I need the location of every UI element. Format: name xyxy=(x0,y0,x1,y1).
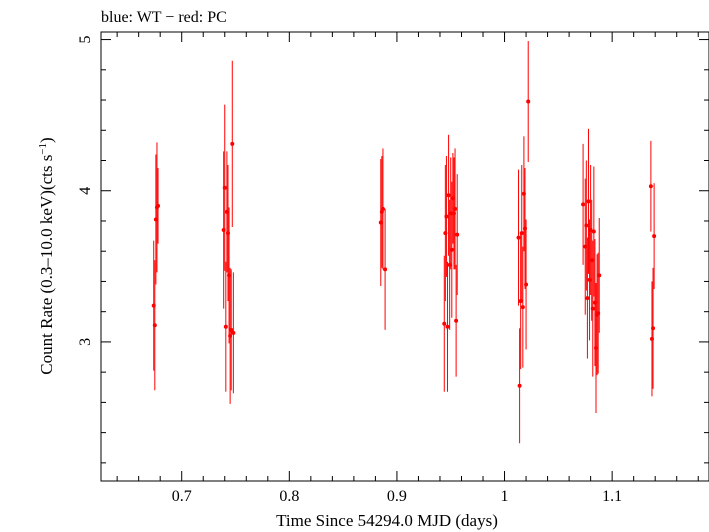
data-point xyxy=(519,165,524,302)
y-axis-label: Count Rate (0.3–10.0 keV)(cts s−1) xyxy=(37,137,56,374)
point-marker xyxy=(652,234,657,239)
point-marker xyxy=(449,247,454,252)
point-marker xyxy=(519,231,524,236)
data-point xyxy=(152,260,157,391)
chart-title: blue: WT − red: PC xyxy=(101,9,227,26)
point-marker xyxy=(453,206,458,211)
point-marker xyxy=(445,324,450,329)
point-marker xyxy=(223,324,228,329)
point-marker xyxy=(520,305,525,310)
x-tick-label: 1.1 xyxy=(602,488,622,505)
data-point xyxy=(455,174,460,296)
y-axis-label-superscript: −1 xyxy=(37,143,49,155)
y-tick-label: 5 xyxy=(77,36,94,44)
axis-ticks xyxy=(101,32,709,481)
y-tick-label: 4 xyxy=(77,187,94,195)
point-marker xyxy=(380,206,385,211)
data-points xyxy=(151,41,657,444)
data-point xyxy=(231,272,236,394)
data-point xyxy=(520,246,525,368)
point-marker xyxy=(586,199,591,204)
data-point xyxy=(229,269,234,391)
data-point xyxy=(526,41,531,163)
point-marker xyxy=(516,235,521,240)
point-marker xyxy=(446,193,451,198)
point-marker xyxy=(444,214,449,219)
data-point xyxy=(454,264,459,377)
point-marker xyxy=(454,318,459,323)
data-point xyxy=(516,169,521,306)
data-point xyxy=(223,261,228,392)
data-point xyxy=(222,104,227,271)
point-marker xyxy=(231,330,236,335)
data-point xyxy=(380,148,385,270)
data-point xyxy=(581,143,586,265)
point-marker xyxy=(648,184,653,189)
point-marker xyxy=(230,141,235,146)
y-tick-label: 3 xyxy=(77,338,94,346)
y-axis-label-main: Count Rate (0.3–10.0 keV)(cts s xyxy=(37,155,56,375)
data-point xyxy=(597,217,602,333)
x-axis-label: Time Since 54294.0 MJD (days) xyxy=(276,511,498,530)
point-marker xyxy=(591,229,596,234)
data-point xyxy=(590,240,595,377)
y-axis-label-end: ) xyxy=(37,137,56,143)
point-marker xyxy=(229,327,234,332)
data-point xyxy=(446,134,451,256)
data-point xyxy=(652,183,657,290)
point-marker xyxy=(590,306,595,311)
data-point xyxy=(442,255,447,392)
data-point xyxy=(591,166,596,297)
data-point xyxy=(586,128,591,274)
data-point xyxy=(524,219,529,350)
data-point xyxy=(156,168,161,244)
x-tick-label: 0.7 xyxy=(172,488,192,505)
point-marker xyxy=(383,267,388,272)
data-point xyxy=(444,155,449,277)
data-point xyxy=(449,181,454,318)
point-marker xyxy=(585,296,590,301)
point-marker xyxy=(597,273,602,278)
data-point xyxy=(445,261,450,392)
point-marker xyxy=(156,203,161,208)
point-marker xyxy=(152,323,157,328)
point-marker xyxy=(581,202,586,207)
data-point xyxy=(648,140,653,232)
y-tick-labels: 3 4 5 xyxy=(77,36,94,346)
point-marker xyxy=(517,383,522,388)
point-marker xyxy=(651,326,656,331)
x-tick-labels: 0.7 0.8 0.9 1 1.1 xyxy=(172,488,622,505)
x-tick-label: 0.9 xyxy=(387,488,407,505)
data-point xyxy=(584,160,589,291)
data-point xyxy=(383,208,388,330)
point-marker xyxy=(442,321,447,326)
data-point xyxy=(453,148,458,270)
data-point xyxy=(230,60,235,228)
point-marker xyxy=(222,185,227,190)
point-marker xyxy=(455,232,460,237)
data-point xyxy=(585,237,590,359)
point-marker xyxy=(526,99,531,104)
x-tick-label: 1 xyxy=(501,488,509,505)
x-tick-label: 0.8 xyxy=(279,488,299,505)
point-marker xyxy=(524,282,529,287)
plot-frame xyxy=(100,31,709,482)
data-point xyxy=(517,328,522,444)
data-point xyxy=(651,267,656,389)
point-marker xyxy=(584,223,589,228)
